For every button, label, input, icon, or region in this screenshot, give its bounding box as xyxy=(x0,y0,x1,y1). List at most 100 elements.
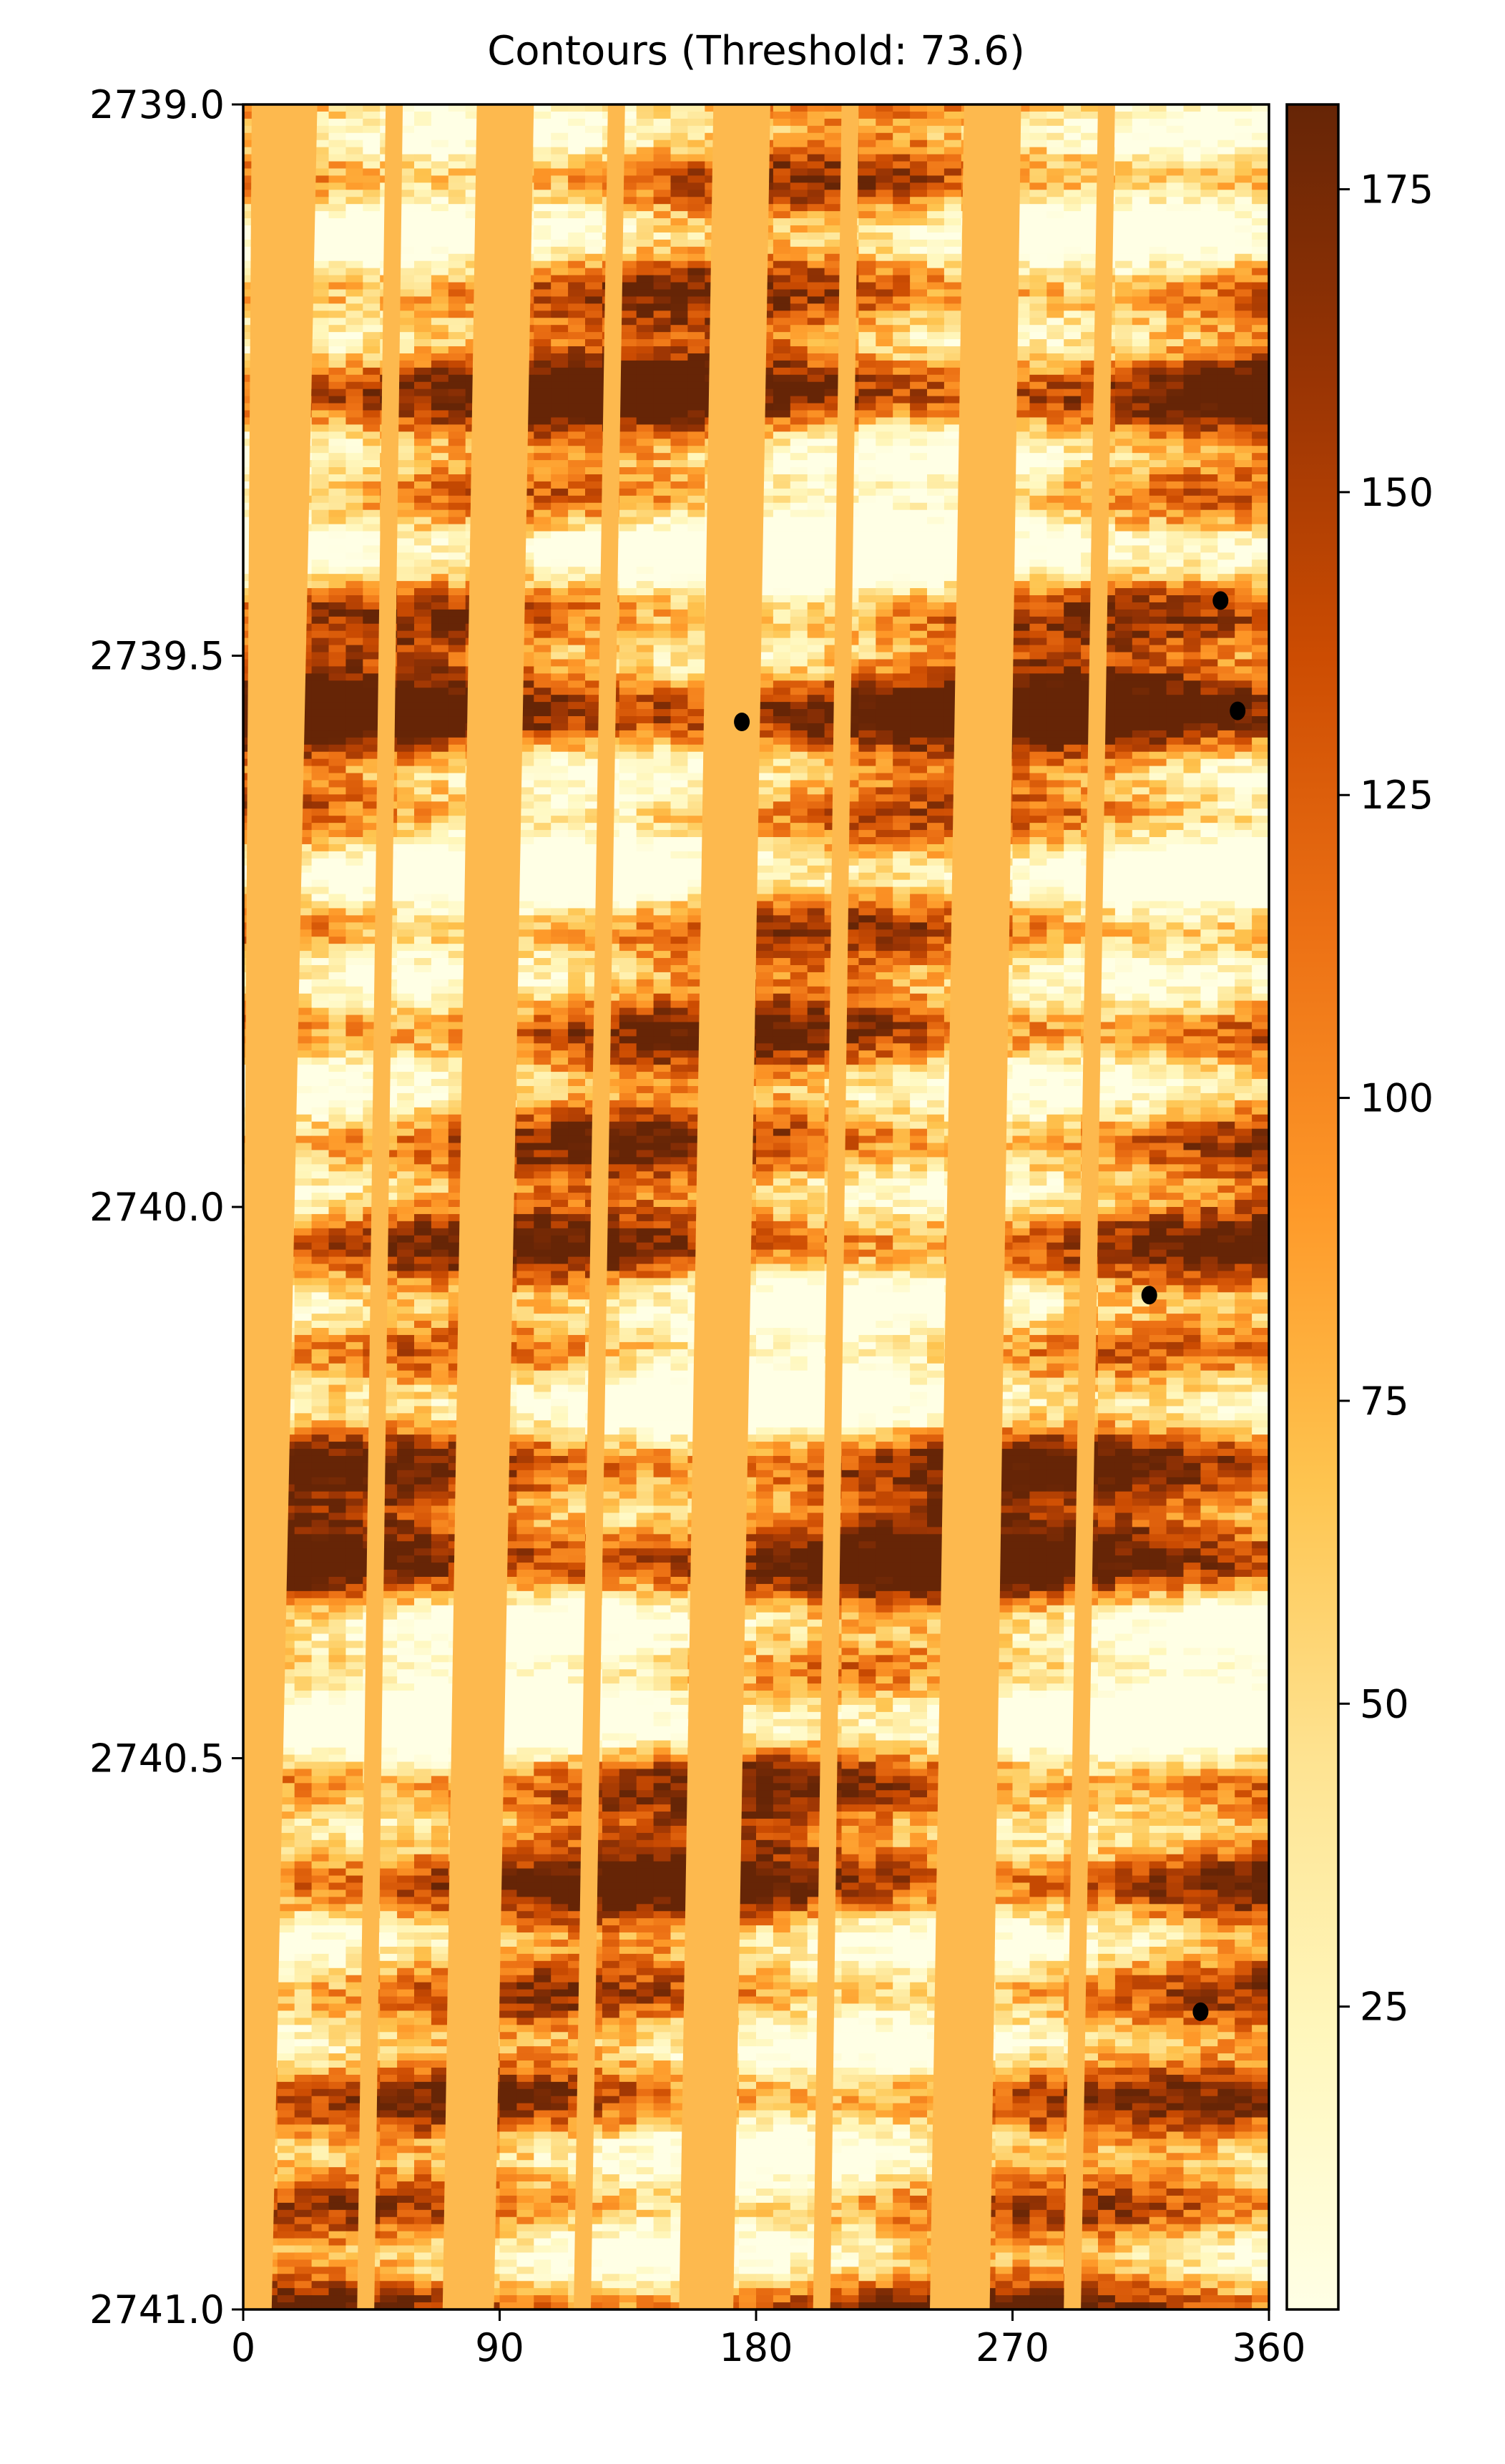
heatmap-cell xyxy=(585,104,603,112)
heatmap-cell xyxy=(807,289,825,298)
heatmap-cell xyxy=(363,374,381,383)
heatmap-cell xyxy=(1166,467,1185,475)
heatmap-cell xyxy=(568,424,586,433)
heatmap-cell xyxy=(1183,318,1202,326)
heatmap-cell xyxy=(1132,502,1150,511)
heatmap-cell xyxy=(858,275,877,283)
heatmap-cell xyxy=(1217,303,1235,312)
heatmap-cell xyxy=(1046,609,1064,617)
heatmap-cell xyxy=(1166,204,1185,212)
heatmap-cell xyxy=(1029,246,1048,255)
heatmap-cell xyxy=(790,353,808,361)
heatmap-cell xyxy=(1114,367,1133,376)
heatmap-cell xyxy=(910,396,928,404)
heatmap-cell xyxy=(431,225,449,233)
heatmap-cell xyxy=(311,218,330,226)
heatmap-cell xyxy=(1235,190,1252,198)
heatmap-cell xyxy=(807,140,825,148)
heatmap-cell xyxy=(670,367,689,376)
heatmap-cell xyxy=(670,488,689,497)
heatmap-cell xyxy=(910,111,928,119)
heatmap-cell xyxy=(448,680,466,689)
heatmap-cell xyxy=(414,659,432,668)
heatmap-cell xyxy=(687,296,706,305)
heatmap-cell xyxy=(858,296,877,305)
heatmap-cell xyxy=(893,673,911,682)
heatmap-cell xyxy=(1029,517,1048,525)
heatmap-cell xyxy=(1029,659,1048,668)
heatmap-cell xyxy=(551,190,569,198)
heatmap-cell xyxy=(345,567,364,575)
heatmap-cell xyxy=(585,659,603,668)
heatmap-cell xyxy=(1183,182,1202,191)
heatmap-cell xyxy=(636,509,655,518)
heatmap-cell xyxy=(653,118,672,127)
heatmap-cell xyxy=(1217,104,1235,112)
heatmap-cell xyxy=(1149,204,1167,212)
heatmap-cell xyxy=(1029,673,1048,682)
heatmap-cell xyxy=(636,118,655,127)
heatmap-cell xyxy=(585,431,603,440)
heatmap-cell xyxy=(790,239,808,248)
heatmap-cell xyxy=(910,360,928,368)
heatmap-cell xyxy=(1200,374,1219,383)
heatmap-cell xyxy=(1235,168,1252,177)
heatmap-cell xyxy=(311,211,330,219)
heatmap-cell xyxy=(653,168,672,177)
heatmap-cell xyxy=(927,253,945,262)
heatmap-cell xyxy=(1166,218,1185,226)
heatmap-cell xyxy=(858,495,877,504)
heatmap-cell xyxy=(568,311,586,319)
heatmap-cell xyxy=(927,509,945,518)
heatmap-cell xyxy=(687,602,706,610)
heatmap-cell xyxy=(1064,346,1082,354)
heatmap-cell xyxy=(790,197,808,205)
heatmap-cell xyxy=(568,453,586,461)
heatmap-cell xyxy=(1252,417,1269,426)
heatmap-cell xyxy=(1183,275,1202,283)
heatmap-cell xyxy=(568,147,586,155)
heatmap-cell xyxy=(807,353,825,361)
heatmap-cell xyxy=(465,232,484,240)
heatmap-cell xyxy=(687,168,706,177)
heatmap-cell xyxy=(534,588,551,596)
heatmap-cell xyxy=(790,410,808,419)
heatmap-cell xyxy=(1114,111,1133,119)
heatmap-cell xyxy=(551,374,569,383)
heatmap-cell xyxy=(414,190,432,198)
heatmap-cell xyxy=(876,538,893,547)
heatmap-cell xyxy=(414,182,432,191)
heatmap-cell xyxy=(790,260,808,269)
heatmap-cell xyxy=(1012,567,1031,575)
heatmap-cell xyxy=(1166,346,1185,354)
heatmap-cell xyxy=(1200,197,1219,205)
heatmap-cell xyxy=(397,147,415,155)
heatmap-cell xyxy=(670,111,689,119)
heatmap-cell xyxy=(1217,147,1235,155)
heatmap-cell xyxy=(687,388,706,397)
heatmap-cell xyxy=(824,545,843,554)
heatmap-cell xyxy=(1235,374,1252,383)
heatmap-cell xyxy=(893,353,911,361)
heatmap-cell xyxy=(687,125,706,134)
heatmap-cell xyxy=(1149,616,1167,625)
heatmap-cell xyxy=(773,410,791,419)
heatmap-cell xyxy=(943,680,962,689)
heatmap-cell xyxy=(1046,431,1064,440)
heatmap-cell xyxy=(876,125,893,134)
heatmap-cell xyxy=(636,495,655,504)
heatmap-cell xyxy=(670,396,689,404)
heatmap-cell xyxy=(568,396,586,404)
heatmap-cell xyxy=(397,502,415,511)
heatmap-cell xyxy=(328,609,347,617)
heatmap-cell xyxy=(585,381,603,390)
heatmap-cell xyxy=(328,232,347,240)
heatmap-cell xyxy=(1132,118,1150,127)
heatmap-cell xyxy=(328,602,347,610)
heatmap-cell xyxy=(585,289,603,298)
heatmap-cell xyxy=(927,296,945,305)
heatmap-cell xyxy=(328,282,347,290)
heatmap-cell xyxy=(1200,545,1219,554)
heatmap-cell xyxy=(551,182,569,191)
heatmap-cell xyxy=(1217,509,1235,518)
